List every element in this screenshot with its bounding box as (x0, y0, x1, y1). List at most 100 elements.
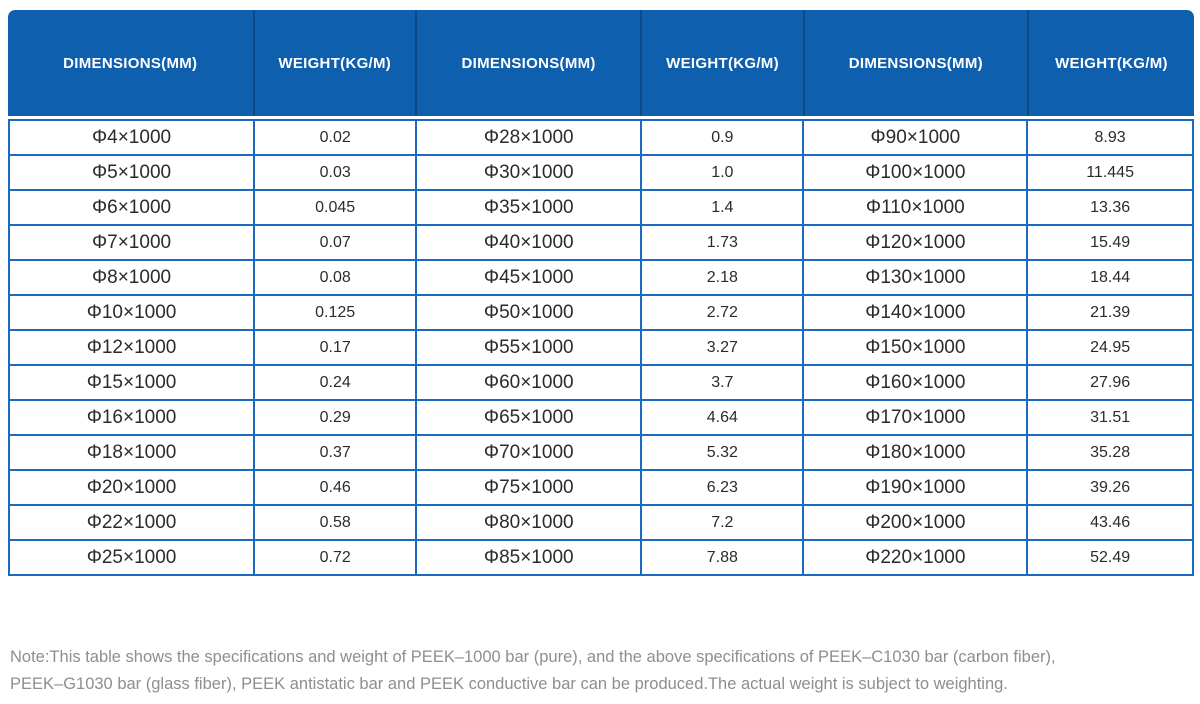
weight-cell: 1.4 (640, 189, 805, 226)
weight-cell: 43.46 (1026, 504, 1194, 541)
dimension-cell: Φ220×1000 (802, 539, 1029, 576)
weight-cell: 0.37 (253, 434, 418, 471)
spec-table: DIMENSIONS(MM) WEIGHT(KG/M) DIMENSIONS(M… (7, 10, 1194, 576)
dimension-cell: Φ140×1000 (802, 294, 1029, 331)
table-row: Φ15×1000 0.24 Φ60×1000 3.7 Φ160×1000 27.96 (7, 364, 1194, 401)
dimension-cell: Φ200×1000 (802, 504, 1029, 541)
table-row: Φ25×1000 0.72 Φ85×1000 7.88 Φ220×1000 52.49 (7, 539, 1194, 576)
weight-cell: 0.125 (253, 294, 418, 331)
dimension-cell: Φ45×1000 (415, 259, 643, 296)
header-dimensions-1: DIMENSIONS(MM) (8, 10, 254, 116)
header-weight-2: WEIGHT(KG/M) (640, 10, 804, 116)
weight-cell: 0.03 (253, 154, 418, 191)
weight-cell: 0.08 (253, 259, 418, 296)
dimension-cell: Φ180×1000 (802, 434, 1029, 471)
dimension-cell: Φ30×1000 (415, 154, 643, 191)
dimension-cell: Φ170×1000 (802, 399, 1029, 436)
dimension-cell: Φ120×1000 (802, 224, 1029, 261)
spec-table-header: DIMENSIONS(MM) WEIGHT(KG/M) DIMENSIONS(M… (8, 10, 1194, 116)
weight-cell: 18.44 (1026, 259, 1194, 296)
dimension-cell: Φ110×1000 (802, 189, 1029, 226)
weight-cell: 0.24 (253, 364, 418, 401)
header-weight-1: WEIGHT(KG/M) (252, 10, 416, 116)
dimension-cell: Φ4×1000 (7, 119, 256, 156)
table-row: Φ12×1000 0.17 Φ55×1000 3.27 Φ150×1000 24.95 (7, 329, 1194, 366)
weight-cell: 7.88 (640, 539, 805, 576)
weight-cell: 3.7 (640, 364, 805, 401)
dimension-cell: Φ35×1000 (415, 189, 643, 226)
dimension-cell: Φ85×1000 (415, 539, 643, 576)
dimension-cell: Φ20×1000 (7, 469, 256, 506)
weight-cell: 7.2 (640, 504, 805, 541)
weight-cell: 4.64 (640, 399, 805, 436)
dimension-cell: Φ190×1000 (802, 469, 1029, 506)
table-row: Φ10×1000 0.125 Φ50×1000 2.72 Φ140×1000 21.39 (7, 294, 1194, 331)
weight-cell: 2.18 (640, 259, 805, 296)
dimension-cell: Φ5×1000 (7, 154, 256, 191)
weight-cell: 1.0 (640, 154, 805, 191)
dimension-cell: Φ10×1000 (7, 294, 256, 331)
table-row: Φ6×1000 0.045 Φ35×1000 1.4 Φ110×1000 13.36 (7, 189, 1194, 226)
header-dimensions-2: DIMENSIONS(MM) (414, 10, 642, 116)
dimension-cell: Φ80×1000 (415, 504, 643, 541)
weight-cell: 27.96 (1026, 364, 1194, 401)
dimension-cell: Φ60×1000 (415, 364, 643, 401)
weight-cell: 0.9 (640, 119, 805, 156)
table-row: Φ22×1000 0.58 Φ80×1000 7.2 Φ200×1000 43.46 (7, 504, 1194, 541)
dimension-cell: Φ28×1000 (415, 119, 643, 156)
footnote-line-2: PEEK–G1030 bar (glass fiber), PEEK antis… (10, 675, 1008, 693)
dimension-cell: Φ100×1000 (802, 154, 1029, 191)
weight-cell: 52.49 (1026, 539, 1194, 576)
footnote: Note:This table shows the specifications… (10, 644, 1194, 698)
weight-cell: 5.32 (640, 434, 805, 471)
footnote-line-1: Note:This table shows the specifications… (10, 648, 1056, 666)
dimension-cell: Φ160×1000 (802, 364, 1029, 401)
weight-cell: 8.93 (1026, 119, 1194, 156)
weight-cell: 31.51 (1026, 399, 1194, 436)
weight-cell: 0.72 (253, 539, 418, 576)
weight-cell: 24.95 (1026, 329, 1194, 366)
weight-cell: 0.58 (253, 504, 418, 541)
header-weight-3: WEIGHT(KG/M) (1026, 10, 1194, 116)
dimension-cell: Φ6×1000 (7, 189, 256, 226)
weight-cell: 0.02 (253, 119, 418, 156)
dimension-cell: Φ150×1000 (802, 329, 1029, 366)
table-row: Φ5×1000 0.03 Φ30×1000 1.0 Φ100×1000 11.445 (7, 154, 1194, 191)
weight-cell: 11.445 (1026, 154, 1194, 191)
dimension-cell: Φ50×1000 (415, 294, 643, 331)
dimension-cell: Φ130×1000 (802, 259, 1029, 296)
weight-cell: 21.39 (1026, 294, 1194, 331)
spec-table-body: Φ4×1000 0.02 Φ28×1000 0.9 Φ90×1000 8.93 Φ5×100… (7, 119, 1194, 576)
weight-cell: 0.07 (253, 224, 418, 261)
weight-cell: 2.72 (640, 294, 805, 331)
dimension-cell: Φ22×1000 (7, 504, 256, 541)
dimension-cell: Φ7×1000 (7, 224, 256, 261)
dimension-cell: Φ25×1000 (7, 539, 256, 576)
spec-table-grid: Φ4×1000 0.02 Φ28×1000 0.9 Φ90×1000 8.93 Φ5×100… (7, 119, 1194, 576)
table-row: Φ8×1000 0.08 Φ45×1000 2.18 Φ130×1000 18.44 (7, 259, 1194, 296)
dimension-cell: Φ90×1000 (802, 119, 1029, 156)
dimension-cell: Φ65×1000 (415, 399, 643, 436)
weight-cell: 0.045 (253, 189, 418, 226)
dimension-cell: Φ16×1000 (7, 399, 256, 436)
dimension-cell: Φ18×1000 (7, 434, 256, 471)
header-dimensions-3: DIMENSIONS(MM) (802, 10, 1028, 116)
weight-cell: 6.23 (640, 469, 805, 506)
weight-cell: 0.46 (253, 469, 418, 506)
dimension-cell: Φ12×1000 (7, 329, 256, 366)
table-row: Φ4×1000 0.02 Φ28×1000 0.9 Φ90×1000 8.93 (7, 119, 1194, 156)
weight-cell: 15.49 (1026, 224, 1194, 261)
weight-cell: 35.28 (1026, 434, 1194, 471)
dimension-cell: Φ40×1000 (415, 224, 643, 261)
table-row: Φ7×1000 0.07 Φ40×1000 1.73 Φ120×1000 15.49 (7, 224, 1194, 261)
weight-cell: 0.29 (253, 399, 418, 436)
weight-cell: 1.73 (640, 224, 805, 261)
weight-cell: 13.36 (1026, 189, 1194, 226)
table-row: Φ18×1000 0.37 Φ70×1000 5.32 Φ180×1000 35.28 (7, 434, 1194, 471)
weight-cell: 0.17 (253, 329, 418, 366)
table-row: Φ16×1000 0.29 Φ65×1000 4.64 Φ170×1000 31.51 (7, 399, 1194, 436)
dimension-cell: Φ15×1000 (7, 364, 256, 401)
dimension-cell: Φ8×1000 (7, 259, 256, 296)
table-row: Φ20×1000 0.46 Φ75×1000 6.23 Φ190×1000 39.26 (7, 469, 1194, 506)
